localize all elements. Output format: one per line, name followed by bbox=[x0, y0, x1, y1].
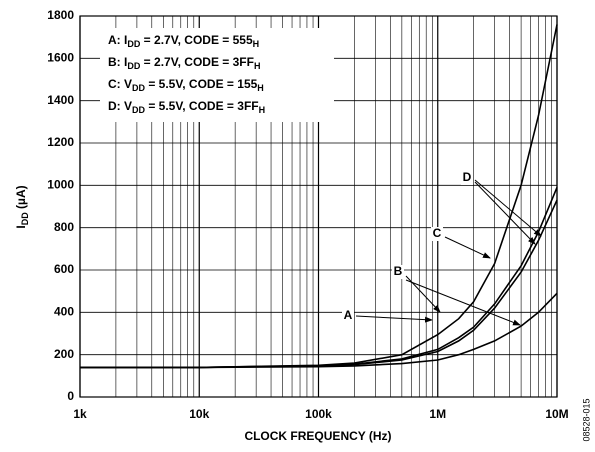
y-tick-label: 800 bbox=[54, 220, 74, 234]
y-tick-label: 1200 bbox=[47, 135, 74, 149]
subscript: H bbox=[259, 105, 266, 115]
text-part: D: V bbox=[108, 99, 132, 113]
x-axis-label: CLOCK FREQUENCY (Hz) bbox=[244, 429, 391, 443]
y-tick-label: 1400 bbox=[47, 93, 74, 107]
y-tick-label: 1600 bbox=[47, 51, 74, 65]
text-part: = 2.7V, CODE = 555 bbox=[140, 33, 253, 47]
text-part: (µA) bbox=[14, 185, 28, 212]
arrow bbox=[355, 315, 433, 323]
legend-entry: A: IDD = 2.7V, CODE = 555H bbox=[108, 33, 259, 49]
y-tick-label: 400 bbox=[54, 305, 74, 319]
y-tick-label: 1000 bbox=[47, 178, 74, 192]
text-part: = 2.7V, CODE = 3FF bbox=[140, 55, 254, 69]
x-tick-label: 100k bbox=[305, 407, 332, 421]
figure-id: 08528-015 bbox=[581, 398, 591, 441]
text-part: = 5.5V, CODE = 3FF bbox=[145, 99, 259, 113]
curve-label: D bbox=[463, 170, 472, 184]
y-tick-label: 600 bbox=[54, 262, 74, 276]
arrow bbox=[474, 181, 536, 245]
curve-label: B bbox=[394, 264, 403, 278]
arrow bbox=[405, 279, 521, 326]
legend-entry: D: VDD = 5.5V, CODE = 3FFH bbox=[108, 99, 265, 115]
subscript: H bbox=[253, 39, 260, 49]
label-bg bbox=[392, 265, 404, 279]
arrow bbox=[444, 236, 491, 259]
text-part: C: V bbox=[108, 77, 132, 91]
text-part: = 5.5V, CODE = 155 bbox=[145, 77, 258, 91]
y-tick-label: 0 bbox=[67, 389, 74, 403]
label-bg bbox=[431, 227, 443, 241]
subscript: H bbox=[254, 61, 261, 71]
label-bg bbox=[342, 309, 354, 323]
x-tick-label: 10k bbox=[189, 407, 209, 421]
plot-frame bbox=[79, 15, 558, 398]
text-part: B: I bbox=[108, 55, 127, 69]
arrow bbox=[474, 179, 542, 237]
subscript: DD bbox=[20, 212, 30, 225]
series-line bbox=[80, 187, 558, 369]
y-tick-label: 200 bbox=[54, 347, 74, 361]
subscript: DD bbox=[132, 83, 145, 93]
x-tick-label: 1M bbox=[429, 407, 446, 421]
y-tick-label: 1800 bbox=[47, 8, 74, 22]
text-part: A: I bbox=[108, 33, 127, 47]
text-part: I bbox=[14, 225, 28, 228]
legend-box bbox=[100, 28, 334, 122]
curve-label: A bbox=[344, 308, 353, 322]
subscript: DD bbox=[132, 105, 145, 115]
legend-entry: B: IDD = 2.7V, CODE = 3FFH bbox=[108, 55, 260, 71]
curve-label: C bbox=[433, 226, 442, 240]
y-axis-label: IDD (µA) bbox=[14, 185, 30, 228]
subscript: DD bbox=[127, 61, 140, 71]
subscript: DD bbox=[127, 39, 140, 49]
subscript: H bbox=[257, 83, 264, 93]
x-tick-label: 1k bbox=[73, 407, 87, 421]
x-tick-label: 10M bbox=[545, 407, 568, 421]
curves bbox=[80, 24, 558, 369]
legend-entry: C: VDD = 5.5V, CODE = 155H bbox=[108, 77, 264, 93]
label-bg bbox=[461, 171, 473, 185]
annotations bbox=[355, 179, 542, 326]
